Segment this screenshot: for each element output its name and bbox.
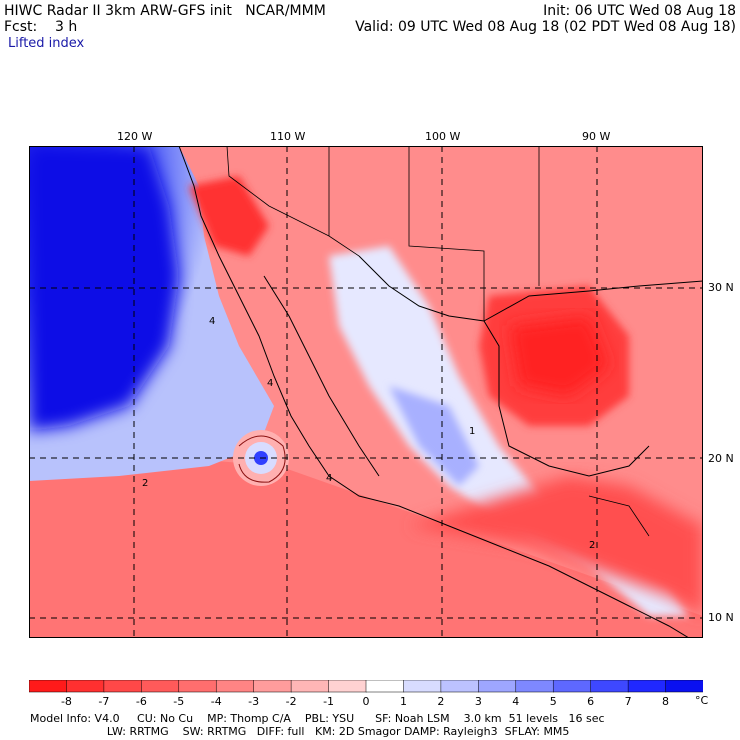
contour-label: 4 <box>209 316 215 327</box>
colorbar-cell <box>103 680 143 693</box>
central-america-unstable <box>409 476 703 616</box>
mexican-plateau <box>329 246 689 616</box>
map-frame <box>29 146 703 638</box>
gulf-deep-red <box>509 316 609 396</box>
init-time: Init: 06 UTC Wed 08 Aug 18 <box>543 3 736 19</box>
colorbar-cell <box>478 680 517 693</box>
contour-label: 2 <box>142 478 148 489</box>
colorbar-cell <box>141 680 180 693</box>
colorbar-tick-label: -6 <box>136 695 147 708</box>
colorbar-cell <box>590 680 629 693</box>
colorbar-tick-label: -2 <box>286 695 297 708</box>
lon-label-110w: 110 W <box>270 130 306 143</box>
colorbar-cell <box>515 680 554 693</box>
model-info-line1: Model Info: V4.0 CU: No Cu MP: Thomp C/A… <box>30 712 605 725</box>
lon-label-120w: 120 W <box>117 130 153 143</box>
pacific-deep-blue <box>29 146 179 431</box>
colorbar-tick-label: 6 <box>587 695 594 708</box>
forecast-hour: Fcst: 3 h <box>4 19 78 35</box>
contour-label: 4 <box>326 473 332 484</box>
colorbar-cell <box>328 680 367 693</box>
colorbar-tick-label: 5 <box>550 695 557 708</box>
colorbar-cell <box>29 680 68 693</box>
colorbar-tick-label: -4 <box>211 695 222 708</box>
socal-unstable <box>189 176 269 256</box>
lat-label-30n: 30 N <box>708 281 734 294</box>
lat-label-10n: 10 N <box>708 611 734 624</box>
colorbar-tick-label: 2 <box>437 695 444 708</box>
southern-ocean-field <box>29 446 703 638</box>
colorbar-cell <box>178 680 217 693</box>
colorbar-cell <box>627 680 667 693</box>
colorbar-cell <box>665 680 703 693</box>
plateau-blue-core <box>389 386 479 486</box>
contour-label: 2 <box>589 540 595 551</box>
contour-label: 4 <box>267 378 273 389</box>
colorbar-tick-label: 8 <box>662 695 669 708</box>
lifted-index-map: 4 4 2 4 1 2 <box>29 146 703 638</box>
colorbar-cell <box>440 680 480 693</box>
colorbar-unit: °C <box>695 694 709 707</box>
colorbar-cell <box>290 680 330 693</box>
colorbar-tick-label: -3 <box>248 695 259 708</box>
colorbar-cell <box>253 680 292 693</box>
colorbar-cell <box>215 680 255 693</box>
colorbar-tick-label: -1 <box>323 695 334 708</box>
colorbar-tick-label: -7 <box>98 695 109 708</box>
colorbar-tick-label: 4 <box>512 695 519 708</box>
colorbar-tick-label: 1 <box>400 695 407 708</box>
field-name: Lifted index <box>8 36 85 51</box>
colorbar-cell <box>403 680 442 693</box>
contour-label: 1 <box>469 426 475 437</box>
colorbar-tick-label: 3 <box>475 695 482 708</box>
lon-label-100w: 100 W <box>425 130 461 143</box>
graticule <box>29 146 703 638</box>
colorbar-tick-label: -5 <box>173 695 184 708</box>
model-info-line2: LW: RRTMG SW: RRTMG DIFF: full KM: 2D Sm… <box>30 725 570 738</box>
colorbar-cell <box>365 680 405 693</box>
colorbar-tick-label: 0 <box>363 695 370 708</box>
colorbar-tick-label: -8 <box>61 695 72 708</box>
product-title: HIWC Radar II 3km ARW-GFS init NCAR/MMM <box>4 3 326 19</box>
coastlines <box>178 146 703 638</box>
valid-time: Valid: 09 UTC Wed 08 Aug 18 (02 PDT Wed … <box>355 19 736 35</box>
borders <box>226 146 650 537</box>
colorbar: -8 -7 -6 -5 -4 -3 -2 -1 0 1 2 3 4 5 6 7 8 <box>29 680 703 708</box>
colorbar-tick-label: 7 <box>625 695 632 708</box>
lon-label-90w: 90 W <box>582 130 611 143</box>
colorbar-cell <box>66 680 105 693</box>
lat-label-20n: 20 N <box>708 452 734 465</box>
colorbar-cell <box>552 680 592 693</box>
